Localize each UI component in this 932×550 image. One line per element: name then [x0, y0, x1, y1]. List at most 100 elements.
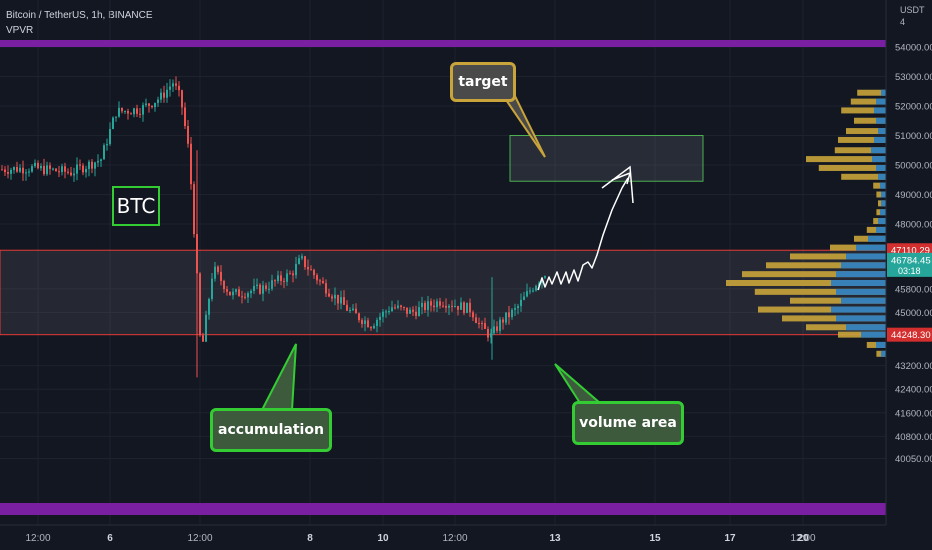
- candle: [112, 117, 114, 129]
- candle: [442, 305, 444, 307]
- candle: [373, 325, 375, 329]
- candle: [106, 144, 108, 146]
- candle: [184, 107, 186, 127]
- candle: [229, 291, 231, 296]
- target-callout: target: [450, 62, 516, 102]
- candle: [169, 86, 171, 90]
- candle: [268, 288, 270, 290]
- price-tick-label: 45800.00: [895, 284, 932, 295]
- candle: [505, 312, 507, 323]
- volume-profile-bar-blue: [841, 262, 886, 269]
- time-tick-label: 12:00: [187, 533, 212, 544]
- current-price-tag-bg: [887, 252, 932, 277]
- volume-area-callout: volume area: [572, 401, 684, 445]
- candle: [262, 285, 264, 294]
- candle: [412, 309, 414, 312]
- candle: [58, 171, 60, 173]
- candle: [94, 162, 96, 169]
- candle: [427, 301, 429, 311]
- lower-zone-price-tag: 44248.30: [891, 330, 931, 341]
- candle: [439, 301, 441, 306]
- candle: [307, 266, 309, 270]
- volume-profile-bar-blue: [881, 191, 886, 198]
- candle: [475, 317, 477, 323]
- candle: [322, 281, 324, 284]
- candle: [85, 168, 87, 173]
- candle: [406, 307, 408, 314]
- volume-profile-bar: [850, 98, 886, 105]
- candle: [367, 320, 369, 328]
- candle: [202, 335, 204, 342]
- candle: [448, 305, 450, 308]
- current-price-tag: 46784.45: [891, 255, 931, 266]
- candle: [271, 280, 273, 289]
- volume-profile-bar: [766, 262, 886, 269]
- candle: [109, 128, 111, 145]
- candle: [481, 322, 483, 324]
- candle: [1, 169, 3, 171]
- target-zone: [509, 135, 704, 182]
- price-tick-label: 54000.00: [895, 43, 932, 54]
- candle: [301, 256, 303, 259]
- volume-profile-bar: [790, 297, 886, 304]
- candle: [538, 283, 540, 286]
- symbol-title[interactable]: Bitcoin / TetherUS, 1h, BINANCE: [6, 10, 153, 21]
- candle: [337, 294, 339, 304]
- candle: [472, 312, 474, 318]
- candle: [310, 269, 312, 271]
- candle: [394, 307, 396, 309]
- candle: [88, 161, 90, 169]
- volume-profile-bar: [726, 280, 886, 286]
- indicator-label[interactable]: VPVR: [6, 25, 34, 36]
- candle: [280, 275, 282, 281]
- volume-profile-bar-blue: [881, 350, 886, 357]
- time-tick-label: 6: [107, 533, 113, 544]
- candle: [193, 184, 195, 235]
- candle: [328, 293, 330, 297]
- accumulation-zone: [0, 249, 887, 336]
- projection-arrow-head: [601, 165, 634, 204]
- candle: [445, 305, 447, 308]
- candle: [103, 145, 105, 160]
- candle: [64, 166, 66, 172]
- candle: [139, 113, 141, 115]
- candle: [433, 305, 435, 308]
- volume-profile-bar-blue: [881, 200, 886, 207]
- candle: [133, 108, 135, 115]
- candle: [460, 302, 462, 310]
- volume-profile-bar: [838, 136, 886, 143]
- candle-countdown: 03:18: [898, 266, 921, 276]
- candle: [115, 116, 117, 118]
- candle: [100, 159, 102, 161]
- candle: [40, 165, 42, 169]
- price-tick-label: 40800.00: [895, 432, 932, 443]
- candle: [238, 289, 240, 297]
- candle: [250, 290, 252, 294]
- volume-profile-bar: [834, 147, 886, 154]
- candle: [355, 308, 357, 314]
- time-tick-label: 12:00: [442, 533, 467, 544]
- volume-profile-bar: [841, 107, 886, 114]
- volume-profile-bar-blue: [861, 331, 886, 338]
- volume-profile-bar-blue: [880, 209, 886, 216]
- candle: [496, 326, 498, 331]
- candle: [454, 305, 456, 307]
- candle: [199, 273, 201, 336]
- volume-profile-bar-blue: [836, 315, 886, 322]
- candle: [37, 162, 39, 169]
- candle: [514, 308, 516, 310]
- candle: [289, 273, 291, 275]
- volume-profile-bar-blue: [872, 156, 886, 163]
- volume-profile-bar-blue: [880, 182, 886, 189]
- time-tick-label: 17: [724, 533, 736, 544]
- volume-profile-bar-blue: [841, 297, 886, 304]
- candle: [247, 293, 249, 298]
- price-axis: 54000.00 53000.00 52000.00 51000.00 50000.00…: [885, 0, 932, 550]
- candle: [379, 316, 381, 320]
- candle: [286, 273, 288, 282]
- candle: [217, 266, 219, 272]
- candle: [298, 258, 300, 264]
- candle: [25, 172, 27, 174]
- volume-profile-bar-blue: [878, 173, 886, 180]
